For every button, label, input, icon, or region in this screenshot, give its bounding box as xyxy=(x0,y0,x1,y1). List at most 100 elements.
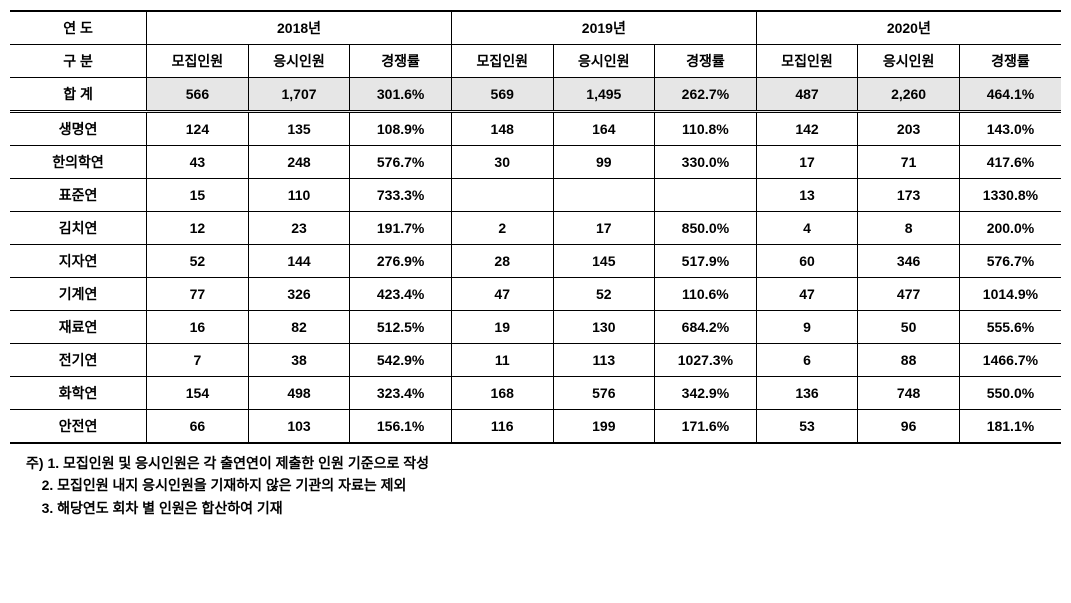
total-cell: 566 xyxy=(147,78,249,112)
subcol-ratio-2020: 경쟁률 xyxy=(959,45,1061,78)
total-label: 합 계 xyxy=(10,78,147,112)
footnote-item: 1. 모집인원 및 응시인원은 각 출연연이 제출한 인원 기준으로 작성 xyxy=(47,455,429,471)
data-cell: 19 xyxy=(451,311,553,344)
table-row: 기계연77326423.4%4752110.6%474771014.9% xyxy=(10,278,1061,311)
data-cell: 326 xyxy=(248,278,350,311)
data-cell: 17 xyxy=(756,146,858,179)
data-cell: 113 xyxy=(553,344,655,377)
data-cell: 53 xyxy=(756,410,858,444)
table-body: 합 계 566 1,707 301.6% 569 1,495 262.7% 48… xyxy=(10,78,1061,444)
row-label: 전기연 xyxy=(10,344,147,377)
data-table: 연 도 2018년 2019년 2020년 구 분 모집인원 응시인원 경쟁률 … xyxy=(10,10,1061,444)
total-cell: 464.1% xyxy=(959,78,1061,112)
data-cell: 16 xyxy=(147,311,249,344)
data-cell: 576.7% xyxy=(959,245,1061,278)
year-col-2020: 2020년 xyxy=(756,11,1061,45)
data-cell: 143.0% xyxy=(959,112,1061,146)
data-cell: 124 xyxy=(147,112,249,146)
data-cell: 576 xyxy=(553,377,655,410)
data-cell: 148 xyxy=(451,112,553,146)
data-cell: 168 xyxy=(451,377,553,410)
data-cell: 52 xyxy=(147,245,249,278)
subcol-applicants-2020: 응시인원 xyxy=(858,45,960,78)
data-cell: 110.8% xyxy=(655,112,757,146)
footnote-item: 2. 모집인원 내지 응시인원을 기재하지 않은 기관의 자료는 제외 xyxy=(42,477,407,493)
table-row: 화학연154498323.4%168576342.9%136748550.0% xyxy=(10,377,1061,410)
data-cell: 15 xyxy=(147,179,249,212)
data-cell: 142 xyxy=(756,112,858,146)
total-cell: 262.7% xyxy=(655,78,757,112)
data-cell: 9 xyxy=(756,311,858,344)
row-label: 한의학연 xyxy=(10,146,147,179)
row-label: 안전연 xyxy=(10,410,147,444)
data-cell: 103 xyxy=(248,410,350,444)
total-cell: 487 xyxy=(756,78,858,112)
subcol-recruit-2020: 모집인원 xyxy=(756,45,858,78)
subcol-recruit-2019: 모집인원 xyxy=(451,45,553,78)
data-cell: 164 xyxy=(553,112,655,146)
data-cell: 6 xyxy=(756,344,858,377)
data-cell: 110 xyxy=(248,179,350,212)
total-cell: 569 xyxy=(451,78,553,112)
data-cell: 542.9% xyxy=(350,344,452,377)
data-cell: 17 xyxy=(553,212,655,245)
data-cell: 12 xyxy=(147,212,249,245)
data-cell: 850.0% xyxy=(655,212,757,245)
data-cell: 66 xyxy=(147,410,249,444)
data-cell: 144 xyxy=(248,245,350,278)
data-cell: 99 xyxy=(553,146,655,179)
data-cell: 130 xyxy=(553,311,655,344)
subcol-applicants-2019: 응시인원 xyxy=(553,45,655,78)
total-cell: 1,707 xyxy=(248,78,350,112)
data-cell: 199 xyxy=(553,410,655,444)
data-cell: 423.4% xyxy=(350,278,452,311)
data-cell xyxy=(655,179,757,212)
footnote-prefix: 주) xyxy=(26,455,44,471)
total-cell: 301.6% xyxy=(350,78,452,112)
table-row: 김치연1223191.7%217850.0%48200.0% xyxy=(10,212,1061,245)
footnotes: 주) 1. 모집인원 및 응시인원은 각 출연연이 제출한 인원 기준으로 작성… xyxy=(10,452,1061,519)
data-cell: 8 xyxy=(858,212,960,245)
data-cell: 555.6% xyxy=(959,311,1061,344)
data-cell: 145 xyxy=(553,245,655,278)
data-cell: 156.1% xyxy=(350,410,452,444)
data-cell: 88 xyxy=(858,344,960,377)
data-cell: 417.6% xyxy=(959,146,1061,179)
table-row: 생명연124135108.9%148164110.8%142203143.0% xyxy=(10,112,1061,146)
data-cell: 110.6% xyxy=(655,278,757,311)
row-label: 표준연 xyxy=(10,179,147,212)
total-cell: 1,495 xyxy=(553,78,655,112)
data-cell: 23 xyxy=(248,212,350,245)
year-label-header: 연 도 xyxy=(10,11,147,45)
data-cell: 733.3% xyxy=(350,179,452,212)
row-label: 지자연 xyxy=(10,245,147,278)
table-row: 표준연15110733.3%131731330.8% xyxy=(10,179,1061,212)
data-cell: 1466.7% xyxy=(959,344,1061,377)
row-label: 기계연 xyxy=(10,278,147,311)
data-cell: 11 xyxy=(451,344,553,377)
year-col-2018: 2018년 xyxy=(147,11,452,45)
data-cell: 181.1% xyxy=(959,410,1061,444)
data-cell: 52 xyxy=(553,278,655,311)
data-cell: 477 xyxy=(858,278,960,311)
category-label-header: 구 분 xyxy=(10,45,147,78)
data-cell: 684.2% xyxy=(655,311,757,344)
data-cell: 323.4% xyxy=(350,377,452,410)
data-cell: 135 xyxy=(248,112,350,146)
data-cell: 748 xyxy=(858,377,960,410)
row-label: 화학연 xyxy=(10,377,147,410)
table-header: 연 도 2018년 2019년 2020년 구 분 모집인원 응시인원 경쟁률 … xyxy=(10,11,1061,78)
data-cell: 576.7% xyxy=(350,146,452,179)
row-label: 생명연 xyxy=(10,112,147,146)
data-cell xyxy=(553,179,655,212)
data-cell: 60 xyxy=(756,245,858,278)
data-cell: 43 xyxy=(147,146,249,179)
subcol-recruit-2018: 모집인원 xyxy=(147,45,249,78)
data-cell: 1014.9% xyxy=(959,278,1061,311)
row-label: 재료연 xyxy=(10,311,147,344)
data-cell: 171.6% xyxy=(655,410,757,444)
data-cell: 346 xyxy=(858,245,960,278)
table-row: 전기연738542.9%111131027.3%6881466.7% xyxy=(10,344,1061,377)
data-cell: 203 xyxy=(858,112,960,146)
subcol-applicants-2018: 응시인원 xyxy=(248,45,350,78)
